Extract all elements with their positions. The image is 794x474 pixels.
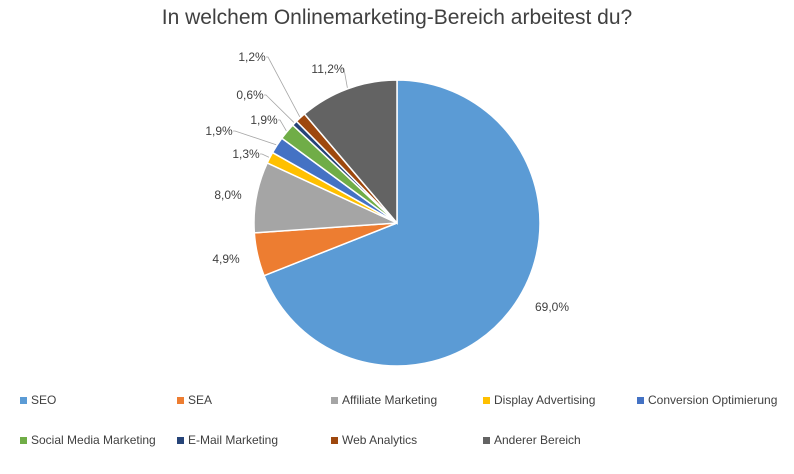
legend-label: Affiliate Marketing — [342, 393, 438, 407]
legend-swatch — [483, 396, 490, 404]
legend-label: Web Analytics — [342, 433, 418, 447]
pie-slice-anderer-bereich — [303, 79, 398, 226]
legend-item-display-advertising: Display Advertising — [483, 393, 595, 407]
pie-slice-seo — [263, 79, 541, 367]
legend-label: Display Advertising — [494, 393, 596, 407]
data-label-seo: 69,0% — [535, 300, 569, 314]
legend-item-sea: SEA — [177, 393, 212, 407]
legend-swatch — [331, 436, 338, 444]
legend-item-e-mail-marketing: E-Mail Marketing — [177, 433, 278, 447]
legend-label: Social Media Marketing — [31, 433, 156, 447]
data-label-conversion-optimierung: 1,9% — [205, 124, 233, 138]
leader-line-web-analytics — [266, 56, 301, 117]
data-label-affiliate-marketing: 8,0% — [214, 188, 242, 202]
legend-item-social-media-marketing: Social Media Marketing — [20, 433, 156, 447]
data-label-display-advertising: 1,3% — [232, 147, 260, 161]
legend-swatch — [20, 396, 27, 404]
data-labels: 69,0% 4,9% 8,0% 1,3% 1,9% 1,9% 0,6% 1,2% 11,2% — [205, 50, 569, 314]
leader-line-e-mail-marketing — [264, 94, 295, 123]
legend-label: SEA — [188, 393, 213, 407]
legend-swatch — [483, 436, 490, 444]
data-label-sea: 4,9% — [212, 252, 240, 266]
data-label-web-analytics: 1,2% — [238, 50, 266, 64]
leader-lines — [233, 56, 348, 158]
legend-label: E-Mail Marketing — [188, 433, 279, 447]
legend-swatch — [20, 436, 27, 444]
legend-label: Conversion Optimierung — [648, 393, 778, 407]
legend-item-conversion-optimierung: Conversion Optimierung — [637, 393, 777, 407]
legend-item-anderer-bereich: Anderer Bereich — [483, 433, 581, 447]
legend-label: Anderer Bereich — [494, 433, 581, 447]
leader-line-display-advertising — [260, 153, 270, 158]
legend-swatch — [177, 396, 184, 404]
legend-label: SEO — [31, 393, 57, 407]
leader-line-anderer-bereich — [342, 68, 348, 88]
leader-line-social-media-marketing — [278, 119, 287, 132]
legend-swatch — [637, 396, 644, 404]
legend-swatch — [177, 436, 184, 444]
legend-item-seo: SEO — [20, 393, 56, 407]
data-label-anderer-bereich: 11,2% — [311, 62, 344, 76]
leader-line-conversion-optimierung — [233, 130, 277, 146]
data-label-social-media-marketing: 1,9% — [250, 113, 278, 127]
pie-slices — [253, 79, 541, 367]
data-label-e-mail-marketing: 0,6% — [236, 88, 264, 102]
legend-item-web-analytics: Web Analytics — [331, 433, 417, 447]
chart-title: In welchem Onlinemarketing-Bereich arbei… — [161, 6, 633, 29]
legend-item-affiliate-marketing: Affiliate Marketing — [331, 393, 437, 407]
legend-swatch — [331, 396, 338, 404]
